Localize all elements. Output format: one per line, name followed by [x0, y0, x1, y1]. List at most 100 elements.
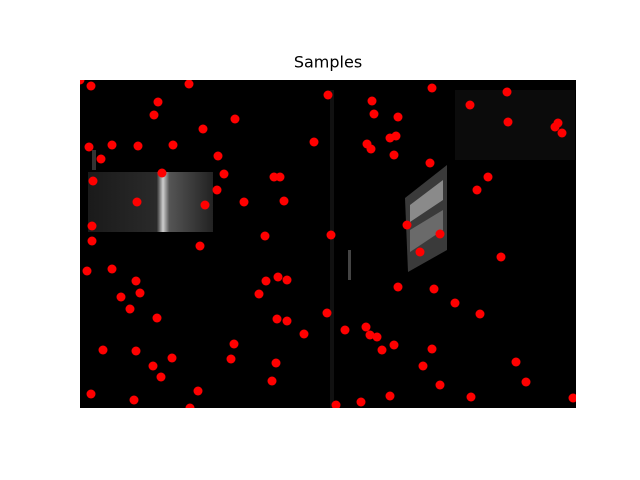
point	[450, 298, 460, 308]
point	[465, 100, 475, 110]
point	[568, 393, 576, 403]
point	[152, 313, 162, 323]
point	[185, 403, 195, 408]
point	[502, 87, 512, 97]
point	[107, 140, 117, 150]
point	[271, 358, 281, 368]
point	[365, 330, 375, 340]
point	[98, 345, 108, 355]
point	[267, 376, 277, 386]
point	[260, 231, 270, 241]
point	[427, 344, 437, 354]
point	[282, 316, 292, 326]
point	[279, 196, 289, 206]
point	[435, 380, 445, 390]
point	[200, 200, 210, 210]
point	[299, 329, 309, 339]
point	[377, 345, 387, 355]
point	[84, 142, 94, 152]
point	[133, 141, 143, 151]
point	[385, 391, 395, 401]
point	[149, 110, 159, 120]
point	[272, 314, 282, 324]
point	[135, 288, 145, 298]
point	[511, 357, 521, 367]
point	[391, 131, 401, 141]
point	[230, 114, 240, 124]
point	[195, 241, 205, 251]
point	[229, 339, 239, 349]
point	[340, 325, 350, 335]
point	[393, 112, 403, 122]
point	[389, 340, 399, 350]
point	[156, 372, 166, 382]
point	[87, 236, 97, 246]
point	[466, 392, 476, 402]
point	[168, 140, 178, 150]
point	[129, 395, 139, 405]
point	[369, 109, 379, 119]
point	[427, 83, 437, 93]
point	[167, 353, 177, 363]
point	[132, 197, 142, 207]
point	[483, 172, 493, 182]
point	[96, 154, 106, 164]
point	[322, 308, 332, 318]
point	[557, 128, 567, 138]
point	[282, 275, 292, 285]
point	[323, 90, 333, 100]
point	[212, 185, 222, 195]
point	[87, 221, 97, 231]
point	[157, 168, 167, 178]
point	[415, 247, 425, 257]
point	[86, 389, 96, 399]
chart-title: Samples	[294, 53, 362, 72]
point	[148, 361, 158, 371]
point	[193, 386, 203, 396]
point	[80, 80, 85, 85]
point	[131, 346, 141, 356]
point	[254, 289, 264, 299]
point	[261, 276, 271, 286]
point	[125, 304, 135, 314]
point	[367, 96, 377, 106]
point	[429, 284, 439, 294]
point	[418, 361, 428, 371]
point	[435, 229, 445, 239]
point	[239, 197, 249, 207]
point	[82, 266, 92, 276]
point	[356, 397, 366, 407]
point	[331, 400, 341, 408]
point	[116, 292, 126, 302]
plot-area	[80, 80, 576, 408]
point	[131, 276, 141, 286]
point	[366, 144, 376, 154]
point	[361, 322, 371, 332]
point	[184, 80, 194, 89]
point	[472, 185, 482, 195]
point	[88, 176, 98, 186]
point	[496, 252, 506, 262]
point	[219, 169, 229, 179]
background-image	[80, 80, 576, 408]
point	[198, 124, 208, 134]
point	[503, 117, 513, 127]
point	[309, 137, 319, 147]
point	[226, 354, 236, 364]
point	[153, 97, 163, 107]
point	[273, 272, 283, 282]
point	[372, 332, 382, 342]
point	[389, 150, 399, 160]
point	[213, 151, 223, 161]
point	[275, 172, 285, 182]
point	[107, 264, 117, 274]
point	[550, 122, 560, 132]
point	[86, 81, 96, 91]
point	[475, 309, 485, 319]
point	[521, 377, 531, 387]
point	[425, 158, 435, 168]
point	[402, 220, 412, 230]
point	[393, 282, 403, 292]
point	[326, 230, 336, 240]
